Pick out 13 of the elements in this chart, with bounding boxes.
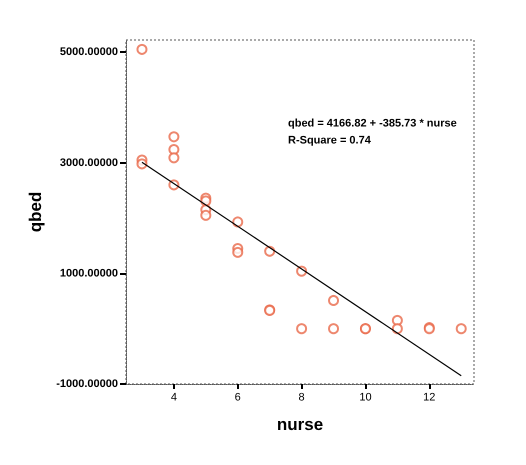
y-tick-label: 1000.00000 — [60, 267, 118, 280]
x-tick-label: 4 — [170, 392, 177, 404]
y-axis-title: qbed — [26, 192, 45, 232]
x-tick-label: 10 — [359, 392, 372, 404]
annotation: qbed = 4166.82 + -385.73 * nurse — [288, 118, 457, 130]
y-tick-label: 5000.00000 — [60, 46, 118, 58]
x-tick-label: 6 — [234, 392, 241, 404]
y-tick-label: -1000.00000 — [56, 378, 118, 390]
annotation: R-Square = 0.74 — [288, 134, 372, 146]
y-tick-label: 3000.00000 — [60, 156, 118, 169]
x-tick-label: 8 — [298, 392, 305, 404]
x-tick-label: 12 — [423, 392, 436, 404]
x-axis-title: nurse — [276, 415, 324, 434]
